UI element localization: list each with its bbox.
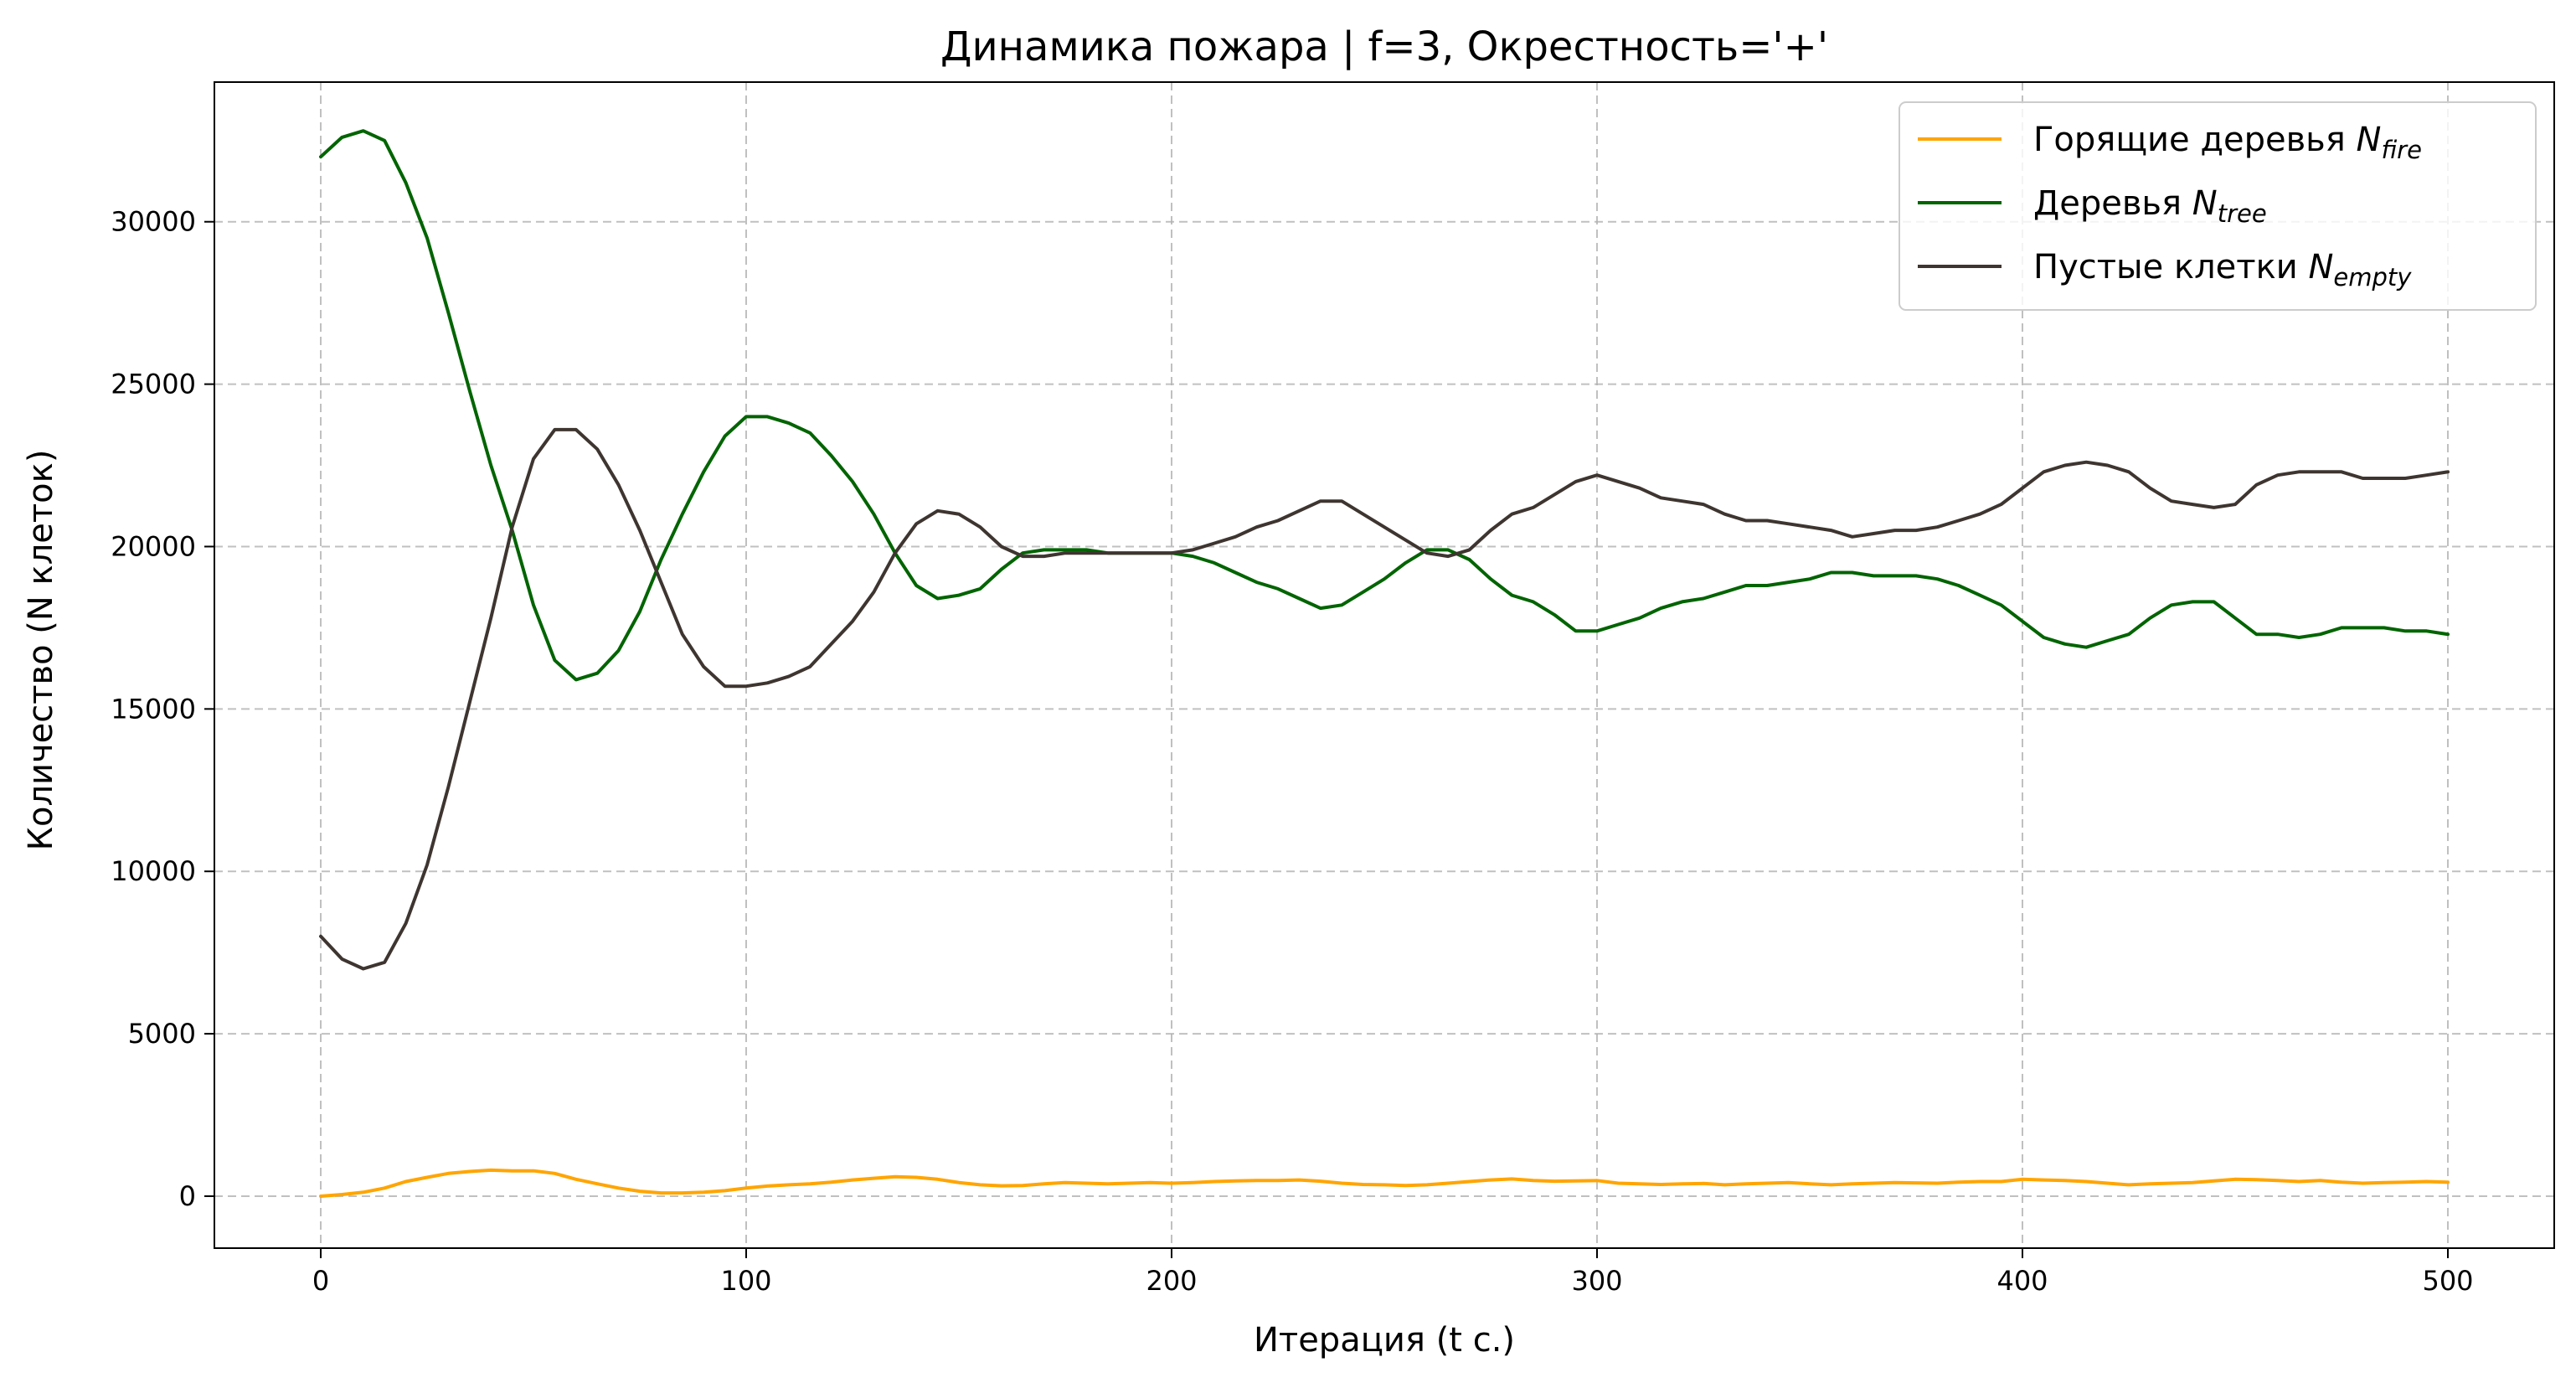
y-tick-label: 0 xyxy=(179,1180,196,1212)
legend-sub-fire: fire xyxy=(2381,136,2422,164)
series-line-tree xyxy=(319,129,2450,682)
legend-box xyxy=(1899,101,2537,311)
legend-sub-tree: tree xyxy=(2218,199,2267,228)
grid xyxy=(214,82,2554,1248)
legend-var-tree: N xyxy=(2192,184,2218,223)
y-tick-label: 30000 xyxy=(111,206,196,238)
legend-entry-tree: Деревья Ntree xyxy=(2033,184,2267,228)
series-line-empty xyxy=(319,427,2450,971)
y-axis-label: Количество (N клеток) xyxy=(22,450,60,851)
legend-entry-empty: Пустые клетки Nempty xyxy=(2033,248,2412,292)
x-axis-label: Итерация (t с.) xyxy=(1254,1321,1515,1360)
x-tick-label: 500 xyxy=(2422,1265,2473,1297)
legend-label-fire: Горящие деревья xyxy=(2033,121,2357,159)
y-tick-label: 15000 xyxy=(111,693,196,725)
x-tick-label: 100 xyxy=(720,1265,771,1297)
legend-label-tree: Деревья xyxy=(2033,184,2192,223)
legend-var-fire: N xyxy=(2357,121,2382,159)
legend-label-empty: Пустые клетки xyxy=(2033,248,2308,286)
x-tick-label: 300 xyxy=(1571,1265,1622,1297)
x-tick-label: 400 xyxy=(1996,1265,2048,1297)
series-line-fire xyxy=(319,1168,2450,1198)
chart-title: Динамика пожара | f=3, Окрестность='+' xyxy=(940,23,1828,70)
plot-lines xyxy=(319,129,2450,1198)
x-tick-label: 0 xyxy=(312,1265,329,1297)
y-tick-label: 10000 xyxy=(111,855,196,887)
legend-sub-empty: empty xyxy=(2333,263,2412,292)
y-tick-label: 25000 xyxy=(111,369,196,400)
y-tick-label: 20000 xyxy=(111,530,196,562)
axis-ticks: 0 100 200 300 400 500050001000015000200002500… xyxy=(111,206,2473,1297)
legend-var-empty: N xyxy=(2308,248,2333,286)
legend: Горящие деревья Nfire Деревья Ntree Пустые… xyxy=(1899,101,2537,311)
legend-entry-fire: Горящие деревья Nfire xyxy=(2033,121,2422,164)
y-tick-label: 5000 xyxy=(128,1018,196,1050)
x-tick-label: 200 xyxy=(1146,1265,1197,1297)
plot-frame xyxy=(214,81,2555,1249)
